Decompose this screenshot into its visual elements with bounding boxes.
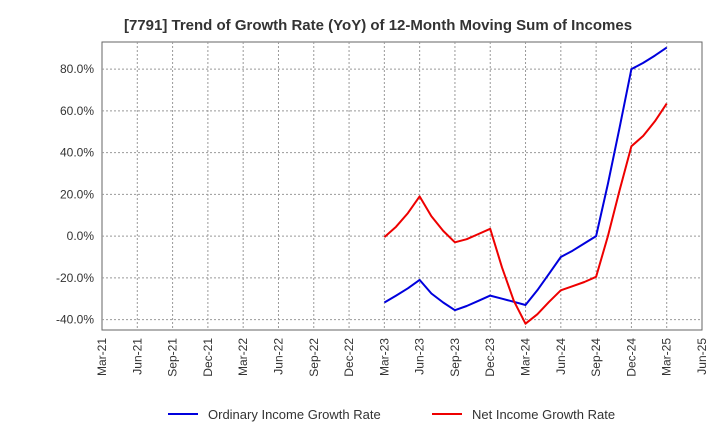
plot-area bbox=[101, 41, 703, 331]
x-tick-label: Dec-21 bbox=[201, 338, 215, 377]
x-tick-label: Dec-24 bbox=[624, 338, 638, 377]
x-tick-label: Mar-21 bbox=[95, 338, 109, 376]
x-tick-label: Mar-22 bbox=[236, 338, 250, 376]
x-tick-label: Jun-23 bbox=[413, 338, 427, 375]
x-tick-label: Dec-23 bbox=[483, 338, 497, 377]
y-tick-label: -20.0% bbox=[56, 271, 94, 285]
series-line-ordinary-income-growth-rate bbox=[383, 46, 668, 312]
series-lines bbox=[383, 46, 668, 325]
series-line-net-income-growth-rate bbox=[383, 103, 668, 325]
legend-label-net-income-growth-rate: Net Income Growth Rate bbox=[472, 407, 615, 422]
x-tick-label: Sep-23 bbox=[448, 338, 462, 377]
x-tick-label: Mar-24 bbox=[519, 338, 533, 376]
y-tick-label: 80.0% bbox=[60, 62, 94, 76]
x-tick-label: Sep-21 bbox=[166, 338, 180, 377]
x-tick-label: Jun-24 bbox=[554, 338, 568, 375]
y-tick-label: 0.0% bbox=[67, 229, 95, 243]
x-tick-label: Mar-23 bbox=[377, 338, 391, 376]
x-tick-label: Sep-22 bbox=[307, 338, 321, 377]
y-tick-label: -40.0% bbox=[56, 313, 94, 327]
x-tick-label: Mar-25 bbox=[660, 338, 674, 376]
legend: Ordinary Income Growth Rate Net Income Gr… bbox=[168, 407, 615, 422]
legend-label-ordinary-income-growth-rate: Ordinary Income Growth Rate bbox=[208, 407, 381, 422]
x-tick-label: Sep-24 bbox=[589, 338, 603, 377]
y-tick-label: 60.0% bbox=[60, 104, 94, 118]
x-tick-label: Jun-25 bbox=[695, 338, 709, 375]
x-tick-label: Dec-22 bbox=[342, 338, 356, 377]
x-tick-label: Jun-22 bbox=[271, 338, 285, 375]
y-tick-label: 40.0% bbox=[60, 146, 94, 160]
chart-title: [7791] Trend of Growth Rate (YoY) of 12-… bbox=[124, 17, 632, 34]
y-tick-label: 20.0% bbox=[60, 187, 94, 201]
axes: Mar-21 Jun-21 Sep-21 Dec-21 Mar-22 Jun-22 Sep-… bbox=[56, 62, 709, 377]
gridlines bbox=[102, 42, 702, 330]
x-tick-label: Jun-21 bbox=[130, 338, 144, 375]
